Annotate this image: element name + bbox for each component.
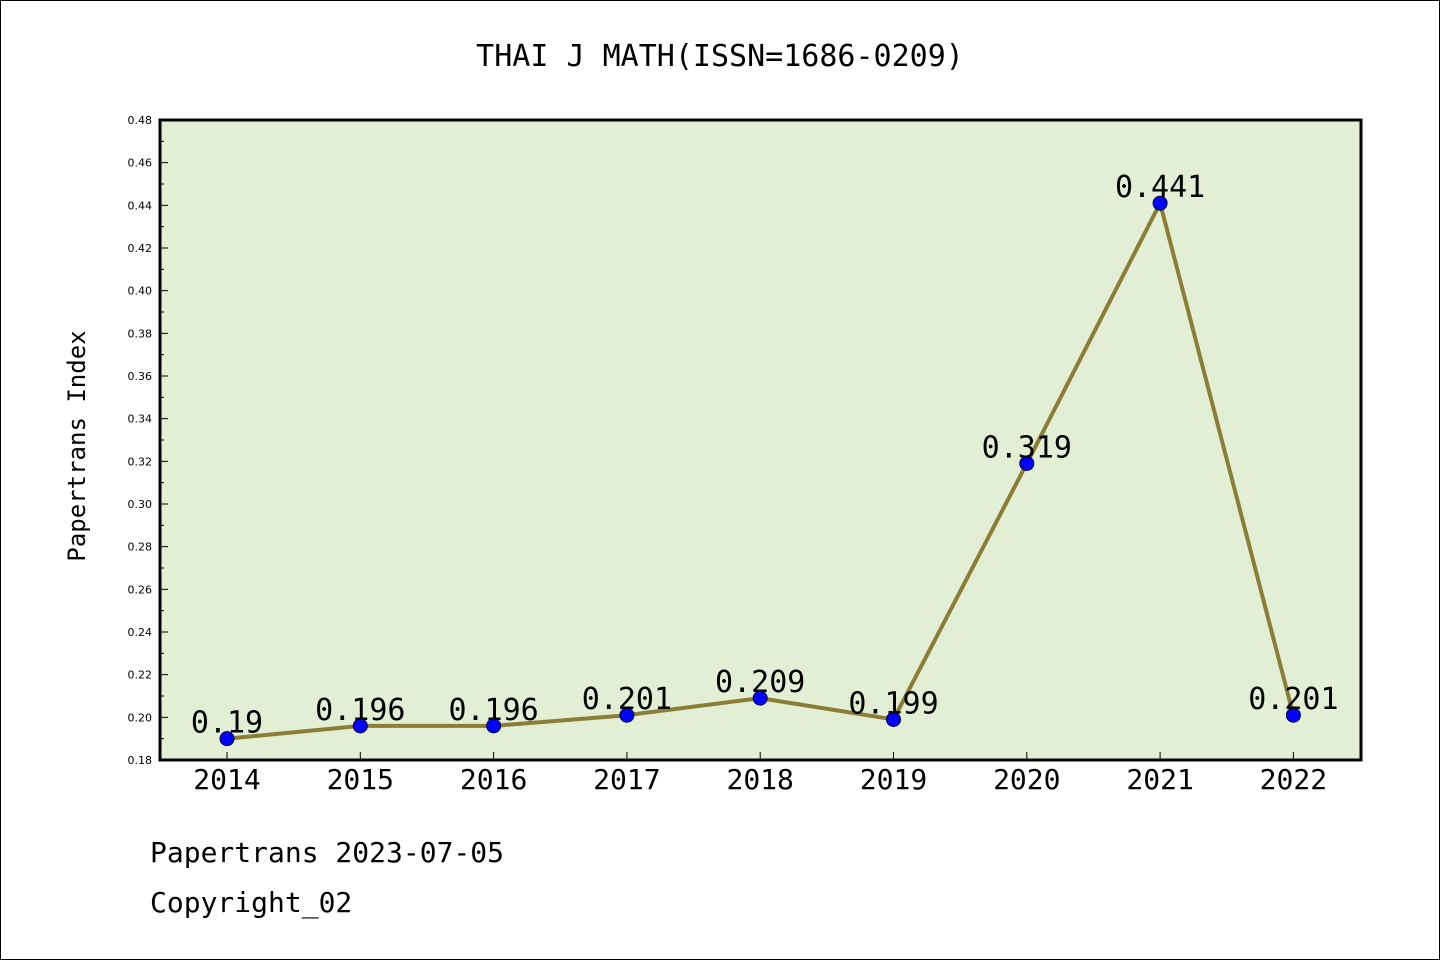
data-label: 0.196 — [448, 693, 538, 728]
data-label: 0.201 — [1248, 682, 1338, 717]
data-label: 0.209 — [715, 665, 805, 700]
data-point — [886, 711, 901, 727]
y-tick-label: 0.36 — [128, 370, 153, 383]
x-tick-label: 2019 — [860, 763, 927, 796]
x-tick-label: 2020 — [993, 763, 1060, 796]
y-tick-label: 0.38 — [128, 327, 153, 340]
x-tick-label: 2015 — [327, 763, 394, 796]
data-point — [219, 731, 235, 747]
y-tick-label: 0.48 — [128, 114, 153, 127]
x-tick-label: 2022 — [1260, 763, 1327, 796]
data-label: 0.19 — [191, 706, 263, 741]
y-tick-label: 0.42 — [128, 242, 153, 255]
x-tick-label: 2016 — [460, 763, 527, 796]
x-axis: 2014 2015 2016 2017 2018 2019 2020 2021 2022 — [193, 752, 1327, 796]
y-tick-label: 0.46 — [128, 157, 153, 170]
footer-date-line: Papertrans 2023-07-05 — [150, 836, 505, 869]
data-label: 0.319 — [982, 430, 1072, 465]
data-point — [486, 718, 502, 734]
plot-area — [158, 118, 1363, 762]
y-tick-label: 0.18 — [128, 754, 153, 767]
data-label: 0.196 — [315, 693, 405, 728]
x-tick-label: 2021 — [1126, 763, 1193, 796]
x-tick-label: 2018 — [726, 763, 793, 796]
footer-copyright: Copyright_02 — [150, 886, 353, 919]
chart-title: THAI J MATH(ISSN=1686-0209) — [476, 39, 964, 74]
data-point — [619, 707, 635, 723]
data-point — [752, 690, 768, 706]
series-group: 0.19 0.196 0.196 0.201 0.209 0.199 0.319 0.441 0… — [191, 170, 1339, 747]
y-tick-label: 0.40 — [128, 285, 153, 298]
y-tick-label: 0.34 — [128, 413, 153, 426]
y-tick-label: 0.22 — [128, 669, 153, 682]
x-tick-label: 2014 — [193, 763, 260, 796]
data-point — [1152, 195, 1168, 211]
data-label: 0.199 — [848, 686, 938, 721]
data-point — [352, 718, 368, 734]
y-tick-label: 0.20 — [128, 711, 153, 724]
x-tick-label: 2017 — [593, 763, 660, 796]
data-point — [1019, 455, 1035, 471]
y-tick-label: 0.26 — [128, 583, 153, 596]
data-point — [1285, 707, 1301, 723]
y-tick-label: 0.44 — [128, 199, 153, 212]
y-axis: 0.18 0.20 0.22 0.24 0.26 0.28 0.30 0.32 0.34 0.36… — [128, 114, 168, 767]
y-tick-label: 0.28 — [128, 541, 153, 554]
data-label: 0.201 — [582, 682, 672, 717]
y-tick-label: 0.32 — [128, 455, 153, 468]
y-tick-label: 0.24 — [128, 626, 153, 639]
y-tick-label: 0.30 — [128, 498, 153, 511]
data-label: 0.441 — [1115, 170, 1205, 205]
y-axis-label: Papertrans Index — [63, 330, 91, 561]
